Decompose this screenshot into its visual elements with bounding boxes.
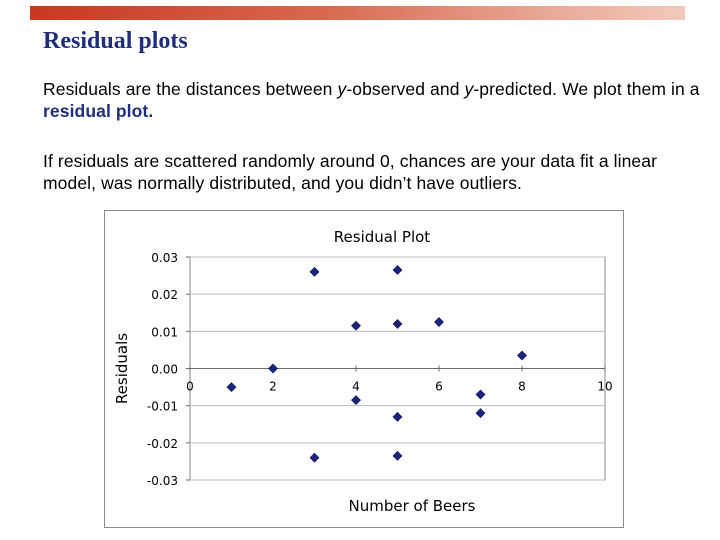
p1-text-c: -observed and bbox=[346, 79, 465, 99]
residual-chart: Residual Plot 0.03 0.02 0.01 0.00 -0.01 -0.02… bbox=[104, 210, 624, 528]
data-point bbox=[392, 318, 403, 329]
p1-highlight-residual-plot: residual plot bbox=[43, 101, 149, 121]
data-point bbox=[268, 363, 278, 374]
data-point bbox=[392, 265, 403, 275]
x-axis-label: Number of Beers bbox=[349, 497, 476, 515]
title-accent-bar bbox=[30, 6, 685, 20]
data-points bbox=[226, 265, 527, 463]
data-point bbox=[475, 408, 486, 419]
y-tick-label: 0.02 bbox=[151, 288, 178, 302]
p1-text-e: -predicted. We plot them in a bbox=[473, 79, 700, 99]
p1-italic-y-2: y bbox=[464, 79, 474, 99]
y-tick-label: -0.03 bbox=[147, 474, 178, 488]
p1-italic-y-1: y bbox=[337, 79, 347, 99]
y-tick-labels: 0.03 0.02 0.01 0.00 -0.01 -0.02 -0.03 bbox=[147, 251, 190, 488]
y-tick-label: -0.02 bbox=[147, 437, 178, 451]
x-tick-label: 10 bbox=[597, 380, 612, 394]
y-tick-label: -0.01 bbox=[147, 400, 178, 414]
paragraph-residual-definition: Residuals are the distances between y-ob… bbox=[43, 78, 703, 122]
x-tick-label: 2 bbox=[269, 380, 277, 394]
p1-text-a: Residuals are the distances between bbox=[43, 79, 338, 99]
data-point bbox=[351, 395, 361, 406]
data-point bbox=[392, 450, 403, 461]
data-point bbox=[351, 320, 361, 331]
slide-title: Residual plots bbox=[43, 28, 188, 54]
y-tick-label: 0.01 bbox=[151, 325, 178, 339]
y-tick-label: 0.03 bbox=[151, 251, 178, 265]
data-point bbox=[309, 452, 320, 463]
x-tick-label: 6 bbox=[435, 380, 443, 394]
data-point bbox=[475, 389, 486, 400]
chart-title: Residual Plot bbox=[334, 228, 431, 246]
data-point bbox=[392, 411, 403, 422]
data-point bbox=[517, 350, 527, 361]
y-axis-label: Residuals bbox=[113, 333, 131, 404]
paragraph-interpretation: If residuals are scattered randomly arou… bbox=[43, 151, 658, 193]
residual-chart-svg: Residual Plot 0.03 0.02 0.01 0.00 -0.01 -0.02… bbox=[113, 228, 613, 515]
x-tick-labels: 0 2 4 6 8 10 bbox=[186, 365, 613, 394]
p1-period: . bbox=[148, 101, 154, 121]
x-tick-label: 0 bbox=[186, 380, 194, 394]
y-tick-label: 0.00 bbox=[151, 363, 178, 377]
x-tick-label: 4 bbox=[352, 380, 360, 394]
gridlines bbox=[190, 256, 605, 481]
data-point bbox=[226, 382, 237, 393]
x-tick-label: 8 bbox=[518, 380, 526, 394]
data-point bbox=[434, 317, 444, 327]
data-point bbox=[309, 266, 320, 277]
